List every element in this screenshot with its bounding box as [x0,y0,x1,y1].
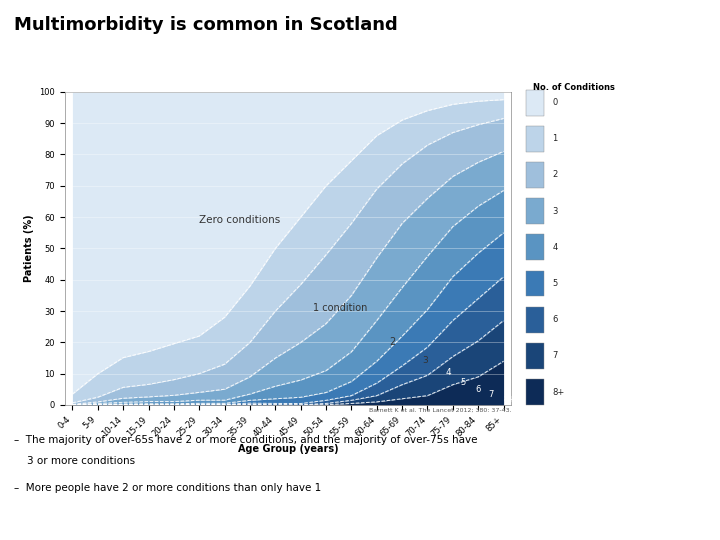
Text: 0: 0 [552,98,557,107]
Text: 3 or more conditions: 3 or more conditions [14,456,135,467]
Text: 4: 4 [445,368,451,377]
Text: 6: 6 [552,315,557,324]
Text: 6: 6 [476,385,481,394]
Text: 1: 1 [552,134,557,143]
Text: –  More people have 2 or more conditions than only have 1: – More people have 2 or more conditions … [14,483,322,494]
Text: 5: 5 [461,377,466,387]
Text: 7: 7 [552,352,557,360]
Text: No. of Conditions: No. of Conditions [533,83,615,92]
Text: 4: 4 [552,243,557,252]
Text: 8+: 8+ [552,388,564,396]
Text: 3: 3 [423,356,428,364]
Text: 1 condition: 1 condition [313,303,368,313]
Text: Zero conditions: Zero conditions [199,215,281,225]
X-axis label: Age Group (years): Age Group (years) [238,444,338,454]
Text: 2: 2 [390,338,396,348]
Text: 8+: 8+ [503,395,515,404]
Text: 2: 2 [552,171,557,179]
Y-axis label: Patients (%): Patients (%) [24,214,34,282]
Text: 7: 7 [488,390,494,399]
Text: –  The majority of over-65s have 2 or more conditions, and the majority of over-: – The majority of over-65s have 2 or mor… [14,435,478,445]
Text: 5: 5 [552,279,557,288]
Text: Multimorbidity is common in Scotland: Multimorbidity is common in Scotland [14,16,398,34]
Text: 3: 3 [552,207,557,215]
Text: Barnett K et al. The Lancet 2012; 380: 37-43.: Barnett K et al. The Lancet 2012; 380: 3… [369,408,511,413]
